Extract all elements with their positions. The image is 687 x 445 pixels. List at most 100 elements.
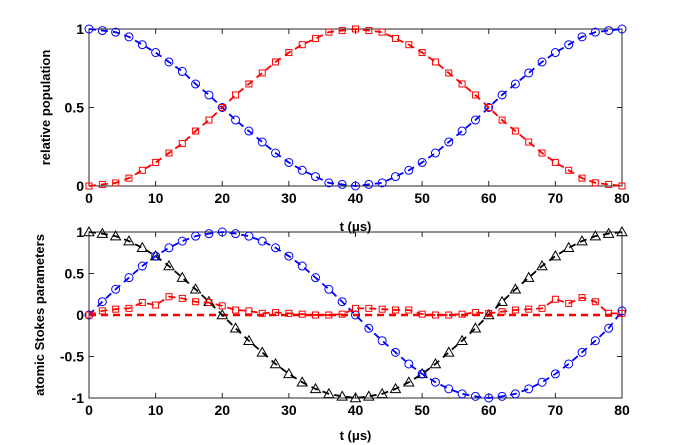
y-tick-label: -1 — [72, 390, 85, 406]
x-tick-label: 70 — [548, 190, 564, 206]
data-point — [258, 69, 266, 77]
data-point — [430, 148, 440, 158]
data-point — [390, 347, 400, 357]
data-point — [231, 115, 241, 125]
data-point — [244, 231, 254, 241]
data-point — [284, 157, 294, 167]
data-point — [497, 391, 507, 401]
x-tick-label: 10 — [148, 190, 164, 206]
data-point — [389, 382, 402, 394]
data-point — [538, 304, 546, 312]
data-point — [525, 138, 533, 146]
data-point — [297, 261, 307, 271]
data-point — [192, 298, 200, 306]
data-point — [457, 126, 467, 136]
data-point — [96, 227, 109, 238]
data-point — [322, 387, 335, 399]
data-point — [111, 27, 121, 37]
data-point — [312, 34, 320, 42]
data-point — [97, 297, 107, 307]
data-point — [577, 347, 587, 357]
data-point — [417, 157, 427, 167]
data-point — [364, 323, 374, 333]
data-point — [84, 310, 94, 320]
data-point — [484, 393, 494, 403]
y-tick-label: -0.5 — [60, 349, 84, 365]
x-tick-label: 10 — [148, 402, 164, 418]
data-point — [565, 166, 573, 174]
data-point — [257, 137, 267, 147]
x-tick-label: 30 — [281, 190, 297, 206]
data-point — [485, 104, 493, 111]
series-1 — [85, 25, 626, 190]
series-1 — [84, 227, 627, 403]
series-line — [88, 28, 623, 187]
data-point — [390, 172, 400, 182]
data-point — [152, 301, 160, 309]
data-point — [297, 165, 307, 175]
data-point — [591, 298, 599, 306]
data-point — [484, 103, 494, 112]
data-point — [458, 80, 466, 88]
data-point — [138, 299, 146, 307]
data-point — [272, 58, 280, 66]
data-point — [269, 357, 282, 369]
data-point — [471, 309, 479, 317]
data-point — [232, 91, 240, 99]
data-point — [245, 80, 253, 88]
data-point — [510, 79, 520, 89]
data-point — [564, 359, 574, 369]
data-point — [312, 311, 320, 319]
data-point — [551, 158, 559, 166]
data-point — [271, 148, 281, 158]
data-point — [430, 377, 440, 387]
data-point — [244, 126, 254, 136]
data-point — [550, 369, 560, 379]
data-point — [136, 241, 149, 253]
x-tick-label: 70 — [548, 402, 564, 418]
data-point — [204, 90, 214, 100]
x-tick-label: 40 — [348, 402, 364, 418]
data-point — [296, 376, 309, 387]
data-point — [602, 227, 615, 238]
data-point — [617, 24, 627, 34]
bottom-panel: 0 10 20 30 40 50 60 70 80 -1 -0.5 0 0.5 1 t (μs) atomic… — [32, 224, 630, 443]
data-point — [470, 115, 480, 125]
data-point — [577, 32, 587, 42]
data-point — [391, 306, 399, 314]
data-point — [256, 346, 269, 357]
data-point — [205, 116, 213, 124]
data-point — [378, 305, 386, 313]
data-point — [617, 306, 627, 316]
data-point — [445, 311, 453, 319]
data-point — [112, 179, 120, 187]
data-point — [378, 28, 386, 36]
data-point — [177, 66, 187, 76]
data-point — [429, 357, 442, 369]
data-point — [525, 305, 533, 313]
data-point — [457, 389, 467, 399]
data-point — [138, 166, 146, 174]
data-point — [362, 390, 375, 401]
data-point — [498, 116, 506, 124]
data-point — [498, 308, 506, 316]
data-point — [337, 179, 347, 189]
y-axis-label: relative population — [38, 50, 53, 166]
data-point — [618, 309, 626, 317]
data-point — [151, 48, 161, 58]
data-point — [85, 311, 93, 319]
data-point — [217, 227, 227, 237]
data-point — [589, 230, 602, 241]
data-point — [377, 336, 387, 346]
data-point — [511, 127, 519, 135]
data-point — [245, 307, 253, 315]
data-point — [550, 48, 560, 58]
series-0 — [83, 225, 628, 403]
data-point — [125, 304, 133, 312]
series-2 — [85, 293, 626, 319]
data-point — [164, 57, 174, 67]
data-point — [284, 251, 294, 261]
data-point — [176, 271, 189, 282]
data-point — [456, 334, 468, 345]
series-line — [88, 231, 623, 399]
